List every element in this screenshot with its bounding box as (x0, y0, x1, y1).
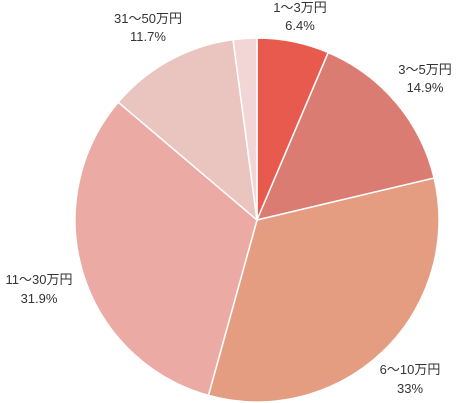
value-31-50man: 11.7% (130, 29, 166, 44)
pie-slices (74, 37, 440, 403)
pie-labels: 1〜3万円 6.4% 3〜5万円 14.9% 6〜10万円 33% 11〜30万… (6, 0, 452, 396)
value-6-10man: 33% (397, 381, 423, 396)
pie-slice-4 (74, 101, 258, 397)
label-1-3man: 1〜3万円 (273, 0, 326, 15)
pie-slice-2 (255, 51, 436, 222)
label-31-50man: 31〜50万円 (114, 11, 182, 26)
value-11-30man: 31.9% (21, 291, 58, 306)
pie-slice-5 (117, 38, 258, 222)
value-3-5man: 14.9% (407, 80, 444, 95)
value-1-3man: 6.4% (285, 18, 315, 33)
pie-slice-3 (207, 177, 440, 403)
label-3-5man: 3〜5万円 (398, 62, 451, 77)
label-6-10man: 6〜10万円 (380, 362, 441, 377)
label-11-30man: 11〜30万円 (6, 272, 73, 287)
pie-slice-6 (232, 37, 258, 221)
